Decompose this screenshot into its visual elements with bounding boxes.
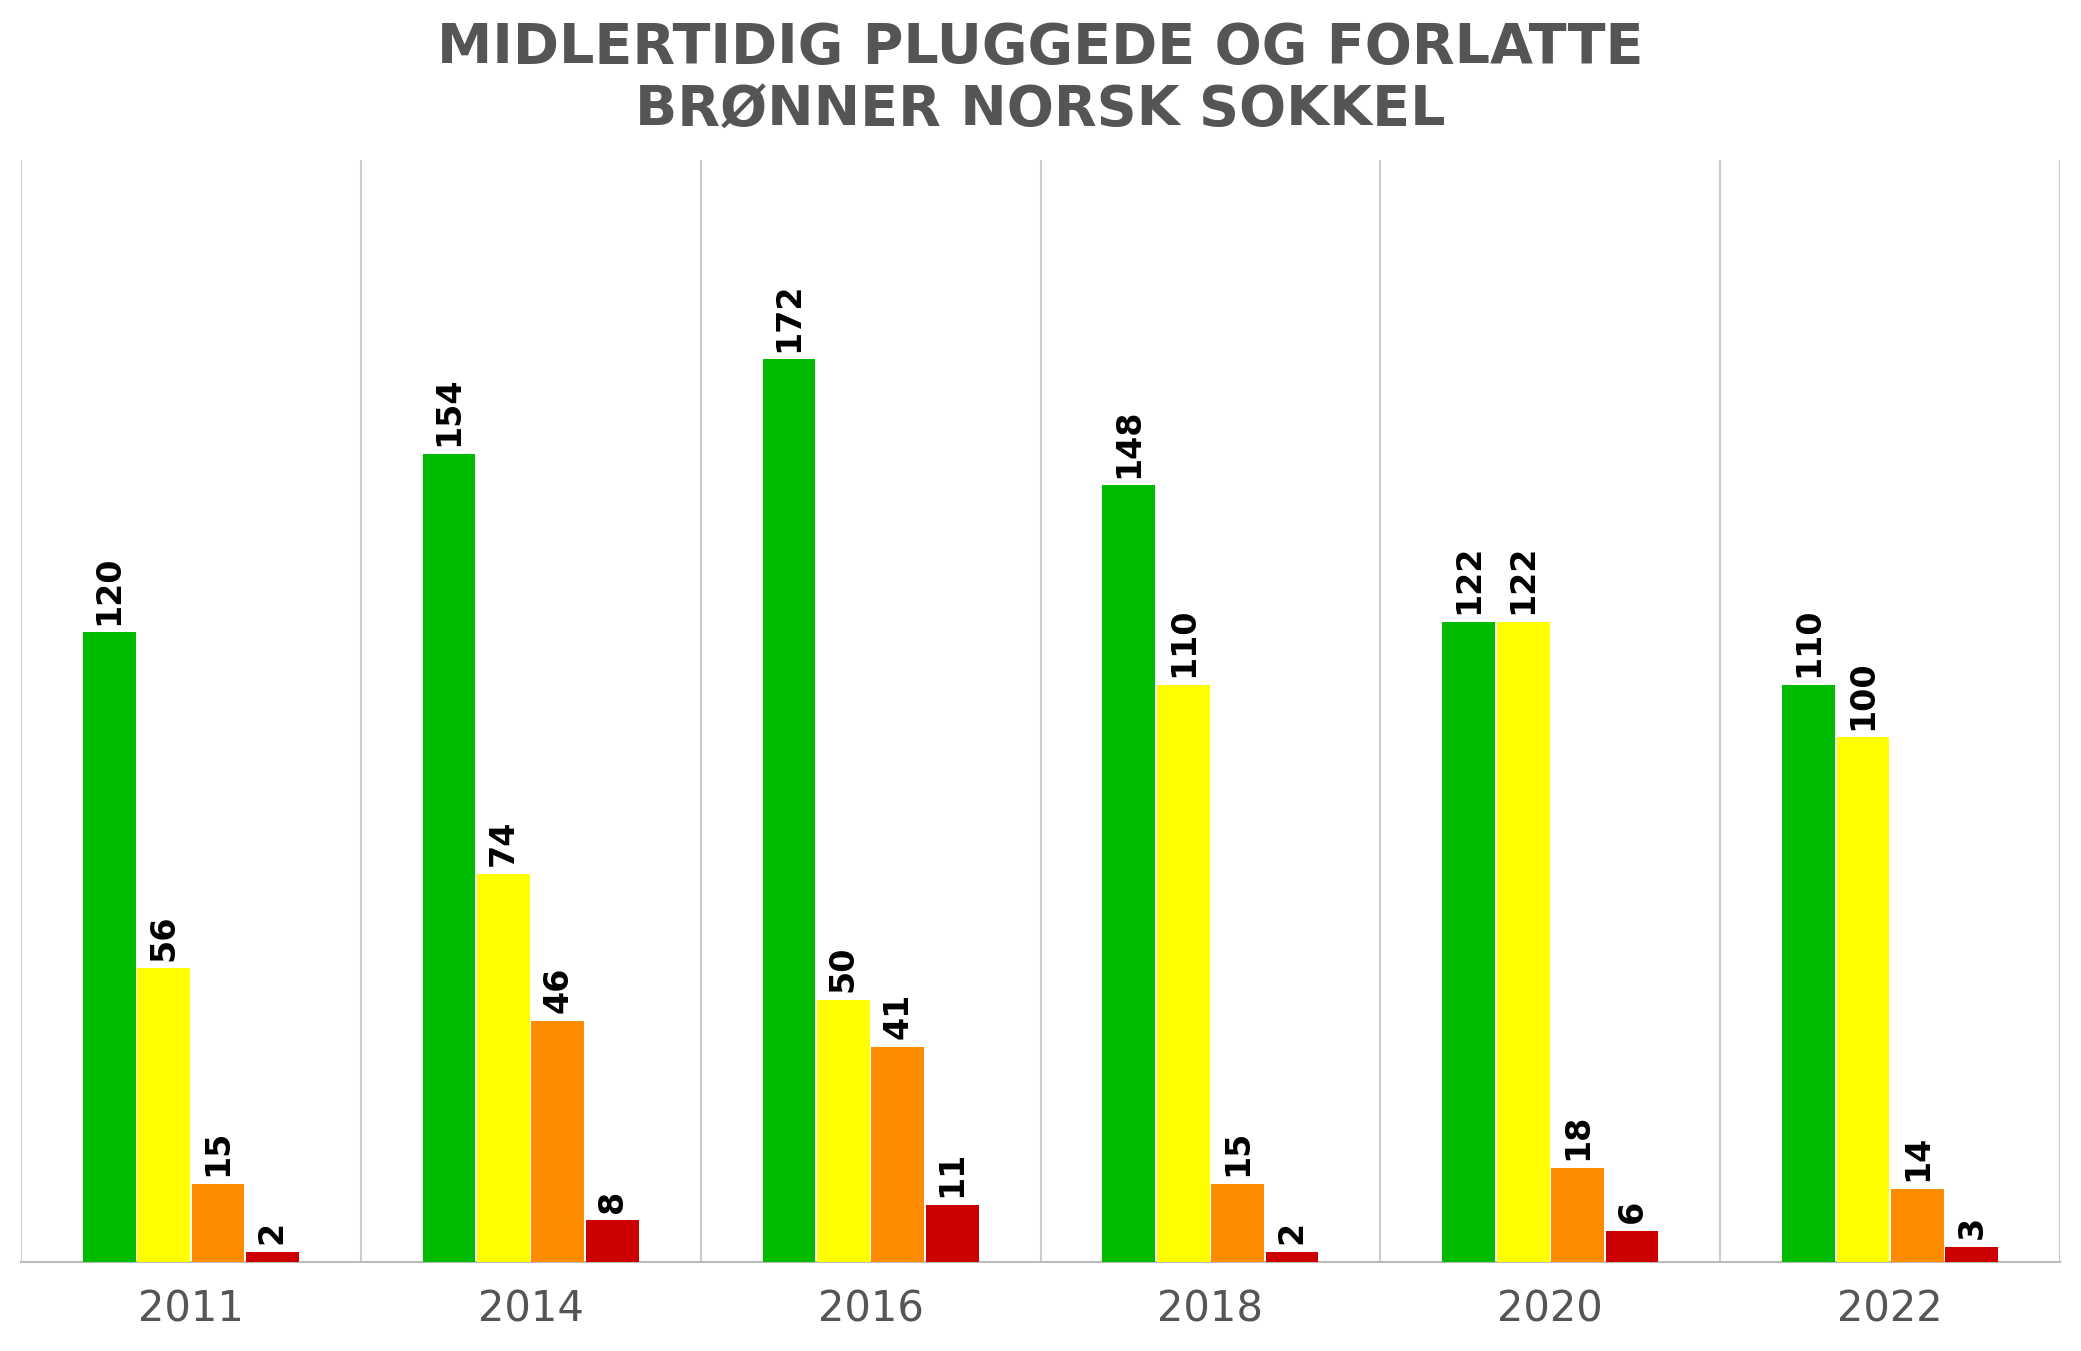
Bar [191, 1183, 243, 1262]
Text: 120: 120 [94, 555, 125, 624]
Bar [137, 969, 189, 1262]
Bar [531, 1021, 585, 1262]
Bar [1781, 685, 1835, 1262]
Bar [1103, 485, 1155, 1262]
Title: MIDLERTIDIG PLUGGEDE OG FORLATTE
BRØNNER NORSK SOKKEL: MIDLERTIDIG PLUGGEDE OG FORLATTE BRØNNER… [437, 20, 1644, 138]
Text: 50: 50 [826, 946, 859, 992]
Bar [1442, 621, 1494, 1262]
Bar [587, 1220, 639, 1262]
Bar [1946, 1247, 1998, 1262]
Text: 14: 14 [1900, 1135, 1933, 1181]
Bar [872, 1047, 924, 1262]
Bar [1607, 1231, 1659, 1262]
Bar [83, 632, 135, 1262]
Bar [1892, 1189, 1944, 1262]
Text: 74: 74 [487, 820, 520, 866]
Text: 3: 3 [1956, 1216, 1987, 1239]
Bar [477, 874, 531, 1262]
Bar [1157, 685, 1209, 1262]
Text: 110: 110 [1792, 608, 1825, 677]
Text: 56: 56 [148, 915, 181, 961]
Bar [818, 1000, 870, 1262]
Text: 15: 15 [1222, 1129, 1255, 1175]
Text: 2: 2 [256, 1221, 289, 1244]
Text: 122: 122 [1453, 544, 1486, 615]
Text: 100: 100 [1846, 661, 1879, 730]
Bar [762, 359, 816, 1262]
Bar [1838, 738, 1890, 1262]
Bar [1496, 621, 1550, 1262]
Bar [1550, 1169, 1604, 1262]
Text: 172: 172 [772, 282, 805, 351]
Text: 122: 122 [1507, 544, 1540, 615]
Text: 46: 46 [541, 967, 574, 1013]
Text: 154: 154 [433, 377, 466, 446]
Text: 18: 18 [1561, 1113, 1594, 1161]
Text: 11: 11 [936, 1151, 968, 1197]
Bar [246, 1252, 300, 1262]
Text: 148: 148 [1113, 408, 1145, 478]
Bar [926, 1205, 978, 1262]
Text: 110: 110 [1167, 608, 1201, 677]
Text: 6: 6 [1615, 1200, 1648, 1223]
Text: 8: 8 [595, 1189, 628, 1213]
Text: 2: 2 [1276, 1221, 1309, 1244]
Text: 15: 15 [202, 1129, 235, 1175]
Bar [422, 454, 474, 1262]
Bar [1211, 1183, 1263, 1262]
Bar [1265, 1252, 1319, 1262]
Text: 41: 41 [880, 993, 914, 1039]
